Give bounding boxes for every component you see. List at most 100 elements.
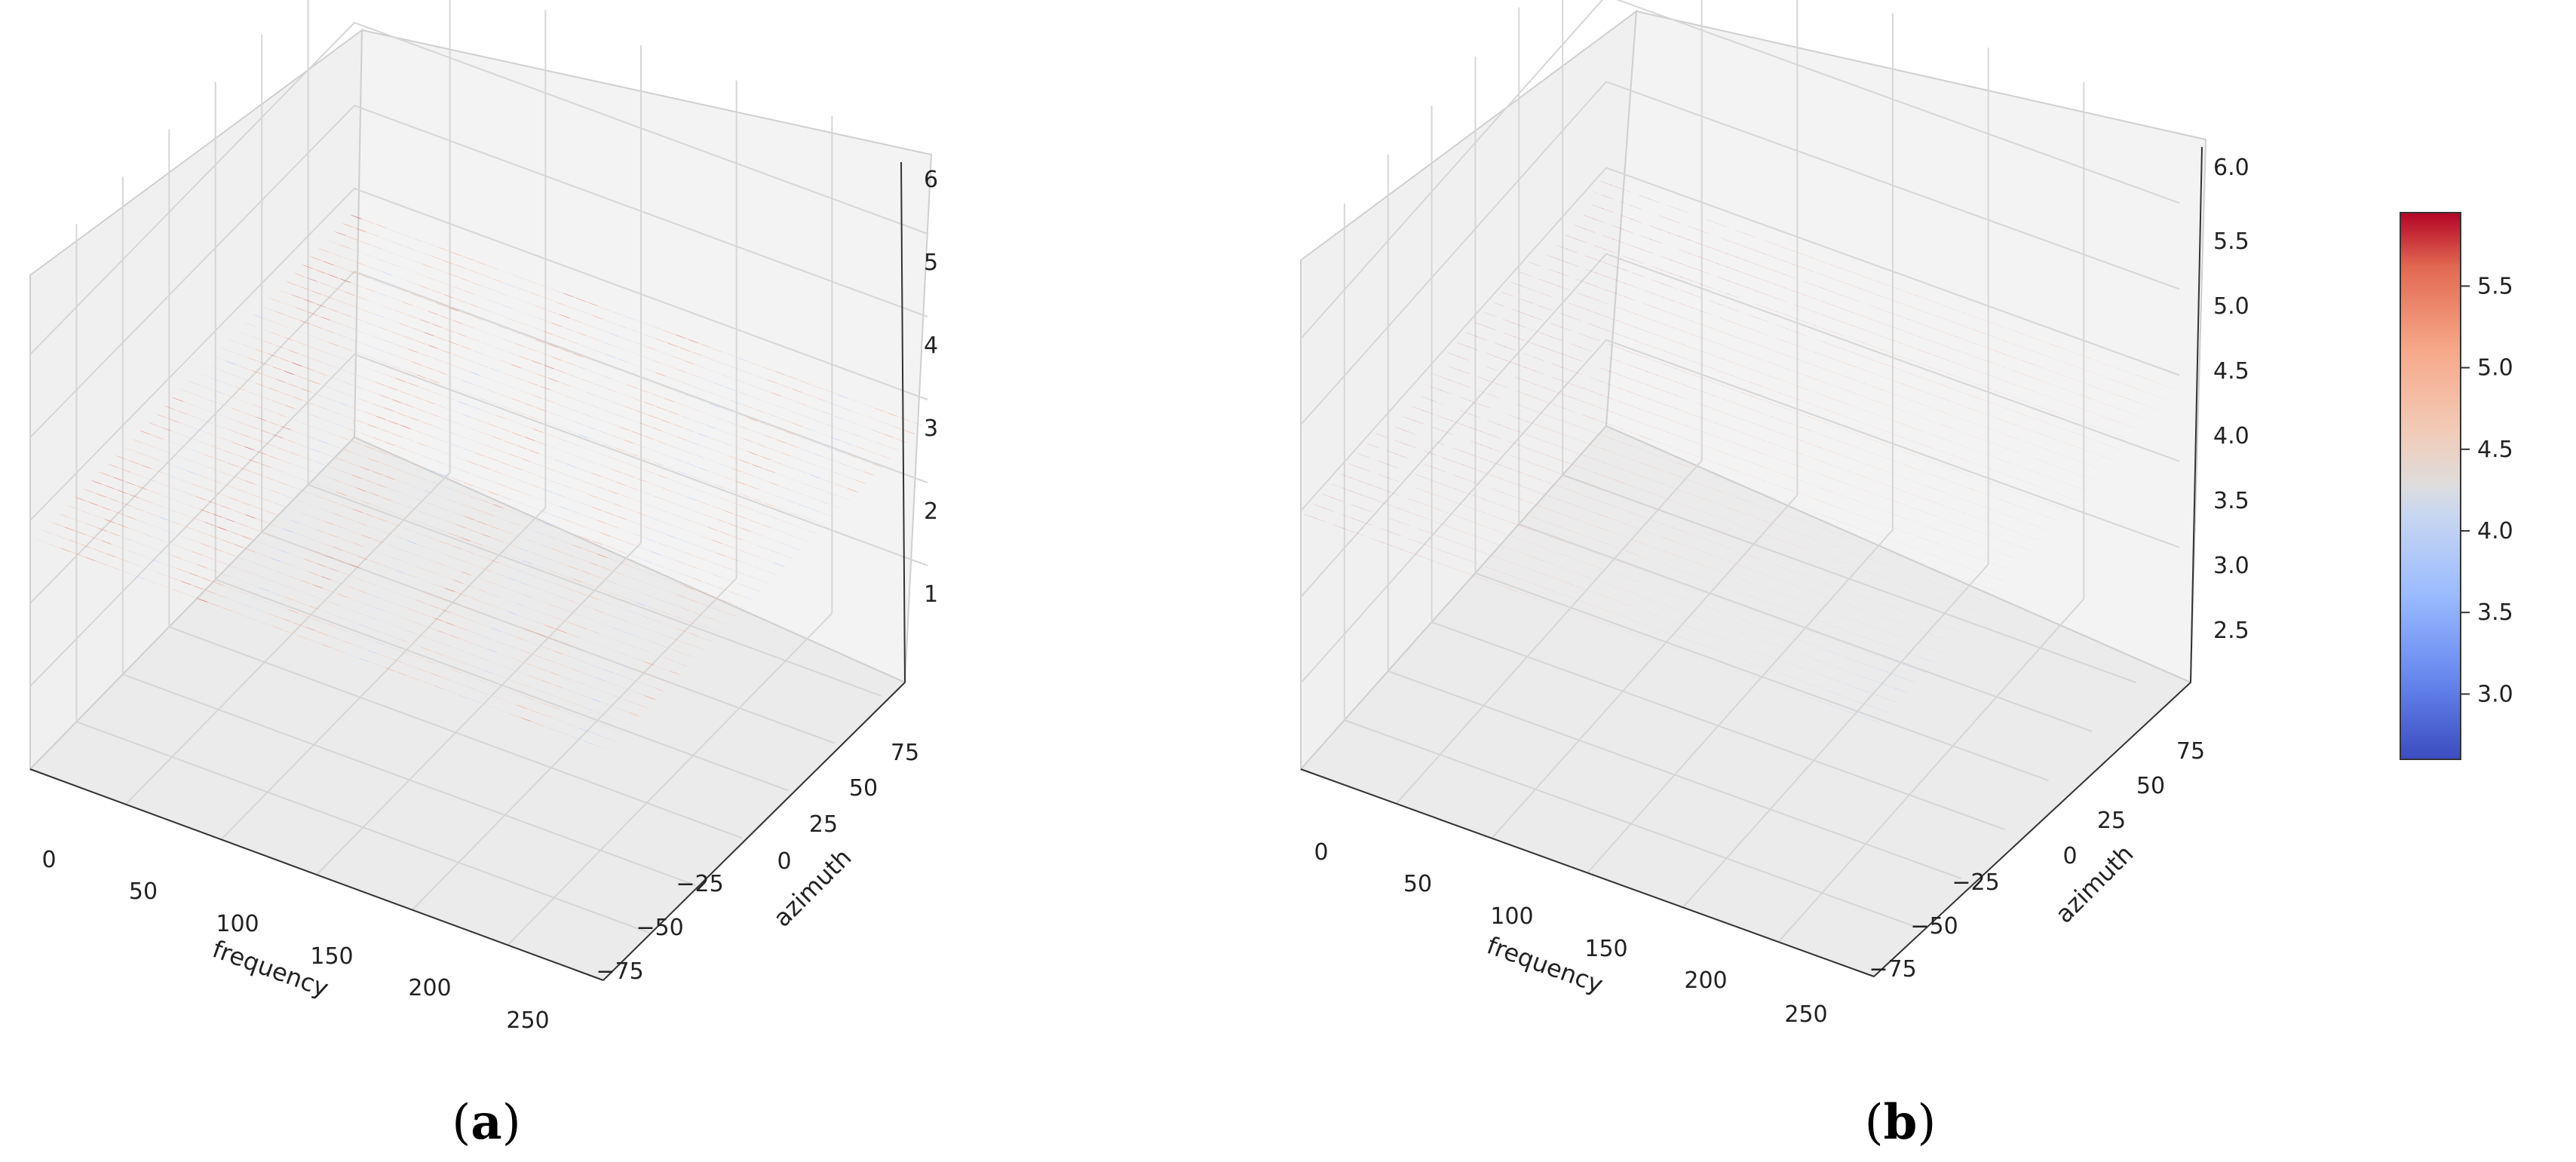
- surface-facet: [46, 542, 60, 548]
- y-tick-label: 0: [2062, 843, 2077, 869]
- surface-facet: [1928, 380, 1941, 385]
- surface-facet: [1610, 184, 1622, 189]
- surface-facet: [627, 553, 642, 560]
- surface-facet: [1647, 612, 1659, 616]
- surface-facet: [1653, 306, 1665, 311]
- surface-facet: [1900, 596, 1912, 602]
- surface-facet: [520, 299, 535, 305]
- surface-facet: [526, 674, 541, 680]
- surface-facet: [1907, 532, 1919, 537]
- surface-facet: [1754, 250, 1766, 255]
- surface-facet: [1896, 488, 1908, 493]
- surface-facet: [1766, 548, 1779, 553]
- surface-facet: [1816, 379, 1828, 384]
- surface-facet: [1614, 492, 1626, 498]
- surface-facet: [545, 308, 560, 314]
- surface-facet: [788, 545, 803, 551]
- surface-facet: [1674, 368, 1686, 373]
- surface-facet: [454, 298, 468, 304]
- surface-facet: [1864, 409, 1876, 415]
- surface-facet: [658, 644, 673, 649]
- surface-facet: [1685, 639, 1697, 644]
- surface-facet: [299, 613, 313, 618]
- surface-facet: [449, 285, 464, 291]
- surface-facet: [452, 422, 467, 427]
- surface-facet: [164, 507, 179, 513]
- surface-facet: [715, 586, 729, 591]
- surface-facet: [1909, 359, 1921, 364]
- surface-facet: [317, 507, 332, 513]
- surface-facet: [1698, 270, 1710, 274]
- surface-facet: [1802, 267, 1814, 272]
- surface-facet: [1659, 228, 1671, 234]
- surface-facet: [626, 452, 640, 457]
- surface-facet: [885, 446, 900, 452]
- surface-facet: [412, 305, 428, 311]
- surface-facet: [783, 464, 797, 470]
- surface-facet: [1863, 396, 1875, 401]
- surface-facet: [236, 556, 250, 562]
- surface-facet: [388, 262, 402, 268]
- surface-facet: [732, 412, 747, 418]
- surface-facet: [1624, 310, 1637, 314]
- surface-facet: [368, 560, 382, 565]
- surface-facet: [1625, 537, 1637, 541]
- surface-facet: [572, 679, 587, 685]
- surface-facet: [1688, 266, 1700, 271]
- surface-facet: [560, 675, 574, 681]
- surface-facet: [1762, 426, 1774, 431]
- surface-facet: [386, 419, 400, 425]
- surface-facet: [1774, 510, 1786, 516]
- surface-facet: [664, 499, 679, 505]
- surface-facet: [1510, 509, 1523, 514]
- surface-facet: [2007, 461, 2019, 467]
- surface-facet: [586, 527, 600, 532]
- surface-facet: [437, 540, 452, 546]
- surface-facet: [1704, 618, 1716, 624]
- surface-facet: [1440, 403, 1452, 408]
- surface-facet: [346, 269, 360, 275]
- surface-facet: [1856, 661, 1868, 666]
- surface-facet: [1838, 480, 1851, 486]
- surface-facet: [577, 501, 592, 507]
- surface-facet: [535, 440, 550, 446]
- surface-facet: [697, 500, 711, 506]
- surface-facet: [1960, 458, 1972, 463]
- surface-facet: [1617, 347, 1629, 352]
- surface-facet: [1682, 344, 1694, 349]
- surface-facet: [1572, 397, 1584, 403]
- surface-facet: [554, 594, 569, 600]
- surface-facet: [1851, 552, 1863, 557]
- surface-facet: [1823, 555, 1835, 560]
- surface-facet: [808, 474, 822, 479]
- surface-facet: [1898, 556, 1911, 561]
- surface-facet: [1627, 364, 1639, 369]
- surface-facet: [414, 599, 428, 605]
- surface-facet: [437, 281, 452, 286]
- surface-facet: [66, 538, 81, 544]
- surface-facet: [1786, 555, 1798, 560]
- surface-facet: [368, 334, 382, 339]
- surface-facet: [517, 581, 531, 586]
- surface-facet: [1711, 568, 1723, 573]
- surface-facet: [645, 571, 659, 577]
- colorbar-tick-label: 4.5: [2477, 437, 2513, 463]
- surface-facet: [1571, 370, 1583, 376]
- surface-facet: [2052, 397, 2064, 403]
- surface-facet: [1414, 447, 1426, 452]
- surface-facet: [516, 547, 531, 552]
- surface-facet: [233, 419, 248, 425]
- surface-facet: [1487, 394, 1499, 398]
- surface-facet: [2053, 425, 2065, 430]
- surface-facet: [1842, 562, 1854, 567]
- surface-facet: [1848, 457, 1860, 462]
- surface-facet: [669, 546, 683, 552]
- surface-facet: [1313, 504, 1325, 509]
- surface-facet: [1940, 424, 1952, 429]
- surface-facet: [2145, 378, 2157, 383]
- surface-facet: [373, 606, 388, 612]
- surface-facet: [1747, 541, 1759, 546]
- surface-facet: [265, 544, 279, 550]
- surface-facet: [570, 352, 585, 357]
- surface-facet: [1612, 452, 1624, 457]
